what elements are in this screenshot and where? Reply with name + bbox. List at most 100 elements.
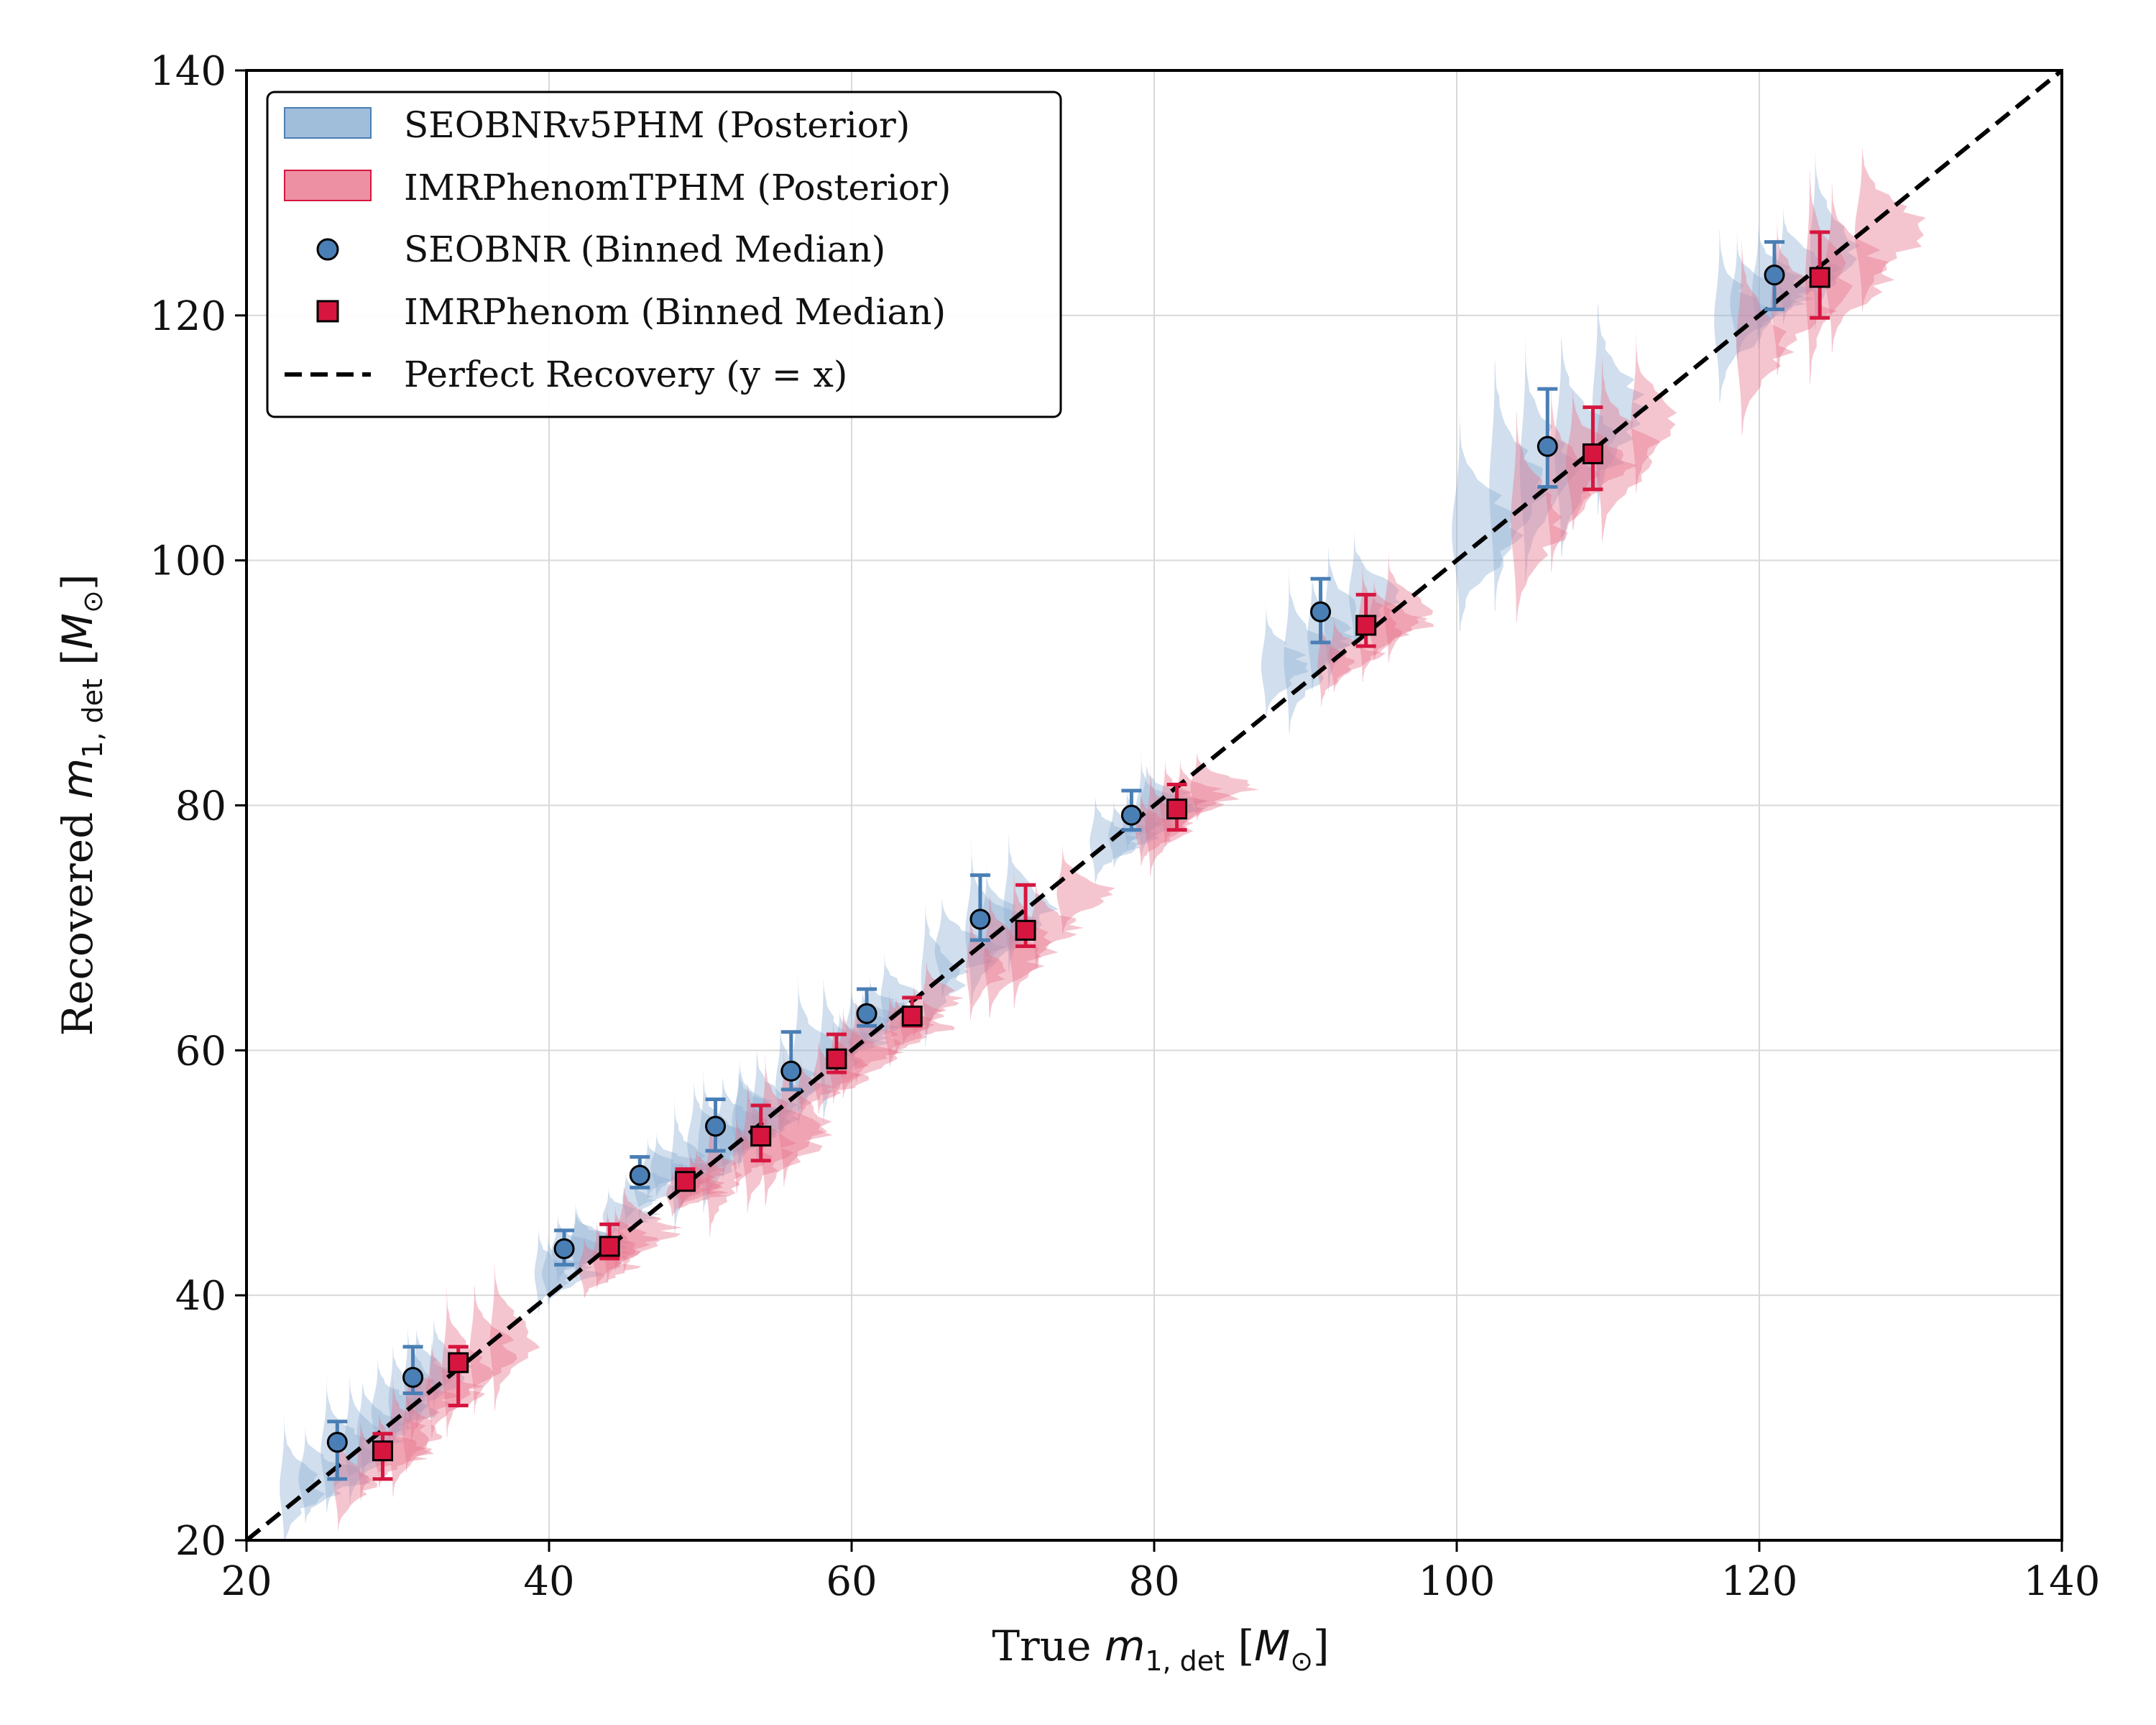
posterior-violin <box>1328 614 1386 692</box>
seobnr-median-point <box>705 1116 727 1137</box>
posterior-violin <box>1174 756 1240 832</box>
y-tick-label: 80 <box>175 783 226 830</box>
imr-median-point <box>826 1048 847 1070</box>
posterior-violin <box>983 897 1045 1018</box>
seobnr-median-point <box>402 1366 424 1388</box>
y-tick-label: 20 <box>175 1518 226 1565</box>
posterior-violin <box>1631 333 1677 493</box>
imr-median-point <box>750 1126 772 1147</box>
imr-median-point <box>674 1171 696 1192</box>
posterior-violin <box>793 975 842 1128</box>
legend-swatch-seobnr-posterior <box>284 107 372 139</box>
posterior-violin <box>1511 412 1568 623</box>
legend-label-imr-posterior: IMRPhenomTPHM (Posterior) <box>404 167 951 208</box>
x-tick-label: 60 <box>826 1558 877 1605</box>
posterior-violin <box>698 1070 752 1213</box>
posterior-violin <box>411 1331 465 1429</box>
posterior-violin <box>357 1422 393 1501</box>
posterior-violin <box>1825 184 1895 352</box>
y-tick-label: 60 <box>175 1028 226 1075</box>
posterior-violin <box>1736 242 1795 436</box>
posterior-violin <box>1777 206 1841 324</box>
seobnr-median-point <box>1120 804 1142 826</box>
posterior-violin <box>798 1058 836 1116</box>
legend-marker-imr-median <box>316 300 339 323</box>
imr-median-point <box>448 1352 469 1374</box>
posterior-violin <box>1317 620 1355 707</box>
seobnr-median-point <box>553 1238 575 1259</box>
posterior-violin <box>425 1335 486 1438</box>
posterior-violin <box>534 1228 569 1314</box>
seobnr-median-point <box>1537 436 1558 457</box>
legend-label-imr-median: IMRPhenom (Binned Median) <box>404 291 946 333</box>
x-tick-label: 40 <box>523 1558 574 1605</box>
posterior-violin <box>344 1370 393 1504</box>
posterior-violin <box>642 1136 694 1198</box>
posterior-violin <box>671 1089 708 1233</box>
posterior-violin <box>388 1346 433 1450</box>
seobnr-median-point <box>1310 601 1332 622</box>
posterior-violin <box>569 1202 627 1279</box>
x-tick-label: 80 <box>1128 1558 1179 1605</box>
y-tick-label: 100 <box>149 538 226 585</box>
posterior-violin <box>778 1046 832 1187</box>
posterior-violin <box>980 861 1037 974</box>
posterior-violin <box>617 1188 683 1274</box>
y-tick-label: 140 <box>149 48 226 95</box>
posterior-violin <box>603 1202 642 1284</box>
posterior-violin <box>849 998 905 1083</box>
posterior-violin <box>837 1006 898 1098</box>
posterior-violin <box>357 1384 407 1478</box>
seobnr-median-point <box>326 1432 348 1453</box>
x-axis-label: True m1, det [M⊙] <box>992 1622 1329 1677</box>
imr-median-point <box>372 1440 393 1462</box>
seobnr-median-point <box>969 908 991 930</box>
seobnr-median-point <box>856 1003 877 1024</box>
posterior-violin <box>1752 221 1821 349</box>
posterior-violin <box>716 1078 770 1177</box>
posterior-violin <box>829 1016 870 1103</box>
seobnr-median-point <box>629 1164 650 1186</box>
imr-median-point <box>599 1236 620 1257</box>
imr-median-point <box>1015 919 1036 941</box>
imr-median-point <box>1809 267 1830 288</box>
posterior-violin <box>1261 600 1309 718</box>
posterior-violin <box>965 839 1028 1005</box>
posterior-violin <box>1031 876 1084 967</box>
legend: SEOBNRv5PHM (Posterior) IMRPhenomTPHM (P… <box>266 91 1062 418</box>
posterior-violin <box>922 963 964 1033</box>
legend-box <box>266 91 1062 418</box>
x-tick-label: 120 <box>1721 1558 1798 1605</box>
posterior-violin <box>1383 551 1434 663</box>
posterior-violin <box>1108 799 1160 868</box>
legend-label-seobnr-posterior: SEOBNRv5PHM (Posterior) <box>404 104 910 146</box>
posterior-violin <box>469 1285 517 1414</box>
y-tick-label: 40 <box>175 1273 226 1320</box>
median-markers <box>326 264 1830 1462</box>
posterior-violin <box>1489 361 1547 611</box>
posterior-violin <box>758 1054 833 1205</box>
posterior-violin <box>388 1372 430 1497</box>
x-tick-label: 100 <box>1419 1558 1496 1605</box>
posterior-violin <box>1056 842 1115 934</box>
seobnr-median-point <box>780 1060 802 1082</box>
posterior-violin <box>1771 213 1838 375</box>
posterior-violin <box>885 991 928 1067</box>
posterior-violin <box>1595 356 1661 541</box>
x-tick-label: 20 <box>221 1558 272 1605</box>
imr-median-point <box>1582 443 1603 464</box>
legend-marker-seobnr-median <box>316 238 339 261</box>
posterior-violin <box>674 1162 723 1210</box>
y-axis-label: Recovered m1, det [M⊙] <box>53 574 109 1036</box>
posterior-violin <box>333 1430 378 1530</box>
posterior-violin <box>834 1008 889 1068</box>
posterior-violin <box>610 1204 659 1271</box>
posterior-violin <box>966 906 1007 1021</box>
posterior-violin <box>1714 230 1774 402</box>
posterior-violin <box>732 1116 773 1194</box>
posterior-violin <box>865 975 916 1037</box>
posterior-violin <box>742 1084 797 1213</box>
imr-median-point <box>1355 615 1377 636</box>
posterior-violin <box>1730 231 1807 359</box>
y-tick-label: 120 <box>149 293 226 340</box>
